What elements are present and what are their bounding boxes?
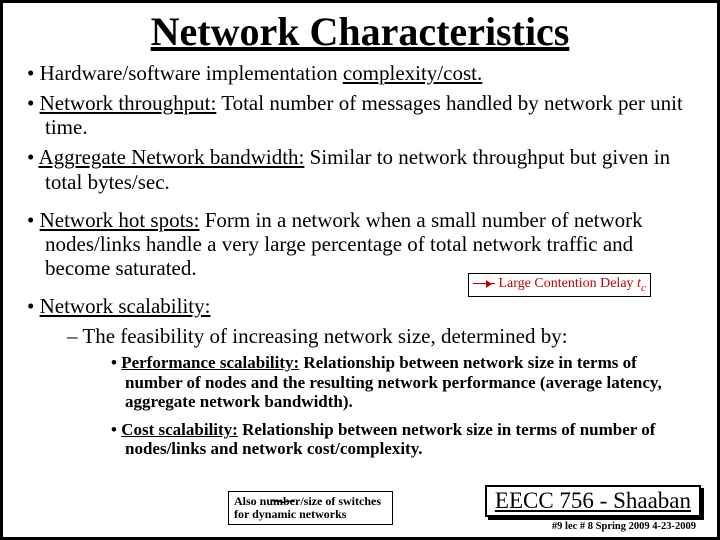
bullet-scalability: Network scalability: xyxy=(45,294,697,318)
contention-annotation: Large Contention Delay tc xyxy=(468,273,651,297)
slide-title: Network Characteristics xyxy=(23,8,697,55)
slide: Network Characteristics Hardware/softwar… xyxy=(0,0,720,540)
bullet-throughput: Network throughput: Total number of mess… xyxy=(45,91,697,139)
footer-meta: #9 lec # 8 Spring 2009 4-23-2009 xyxy=(552,521,696,532)
sub-perf-scalability: Performance scalability: Relationship be… xyxy=(125,353,697,412)
annot-sub: c xyxy=(641,282,646,294)
underline: Aggregate Network bandwidth: xyxy=(38,145,304,169)
underline: Performance scalability: xyxy=(121,353,299,372)
underline: Network hot spots: xyxy=(40,208,200,232)
sub-feasibility: The feasibility of increasing network si… xyxy=(85,324,697,349)
bullet-bandwidth: Aggregate Network bandwidth: Similar to … xyxy=(45,145,697,193)
bullet-complexity: Hardware/software implementation complex… xyxy=(45,61,697,85)
sub-cost-scalability: Cost scalability: Relationship between n… xyxy=(125,420,697,459)
text: Hardware/software implementation xyxy=(40,61,343,85)
footer-course: EECC 756 - Shaaban xyxy=(485,485,701,517)
note-switches: Also number/size of switches for dynamic… xyxy=(228,491,393,525)
annot-label: Large Contention Delay xyxy=(499,276,638,291)
underline: Network throughput: xyxy=(40,91,217,115)
bullet-hotspots: Network hot spots: Form in a network whe… xyxy=(45,208,697,280)
underline: Network scalability: xyxy=(40,294,211,318)
underline: complexity/cost. xyxy=(343,61,482,85)
arrow-icon xyxy=(473,283,495,284)
underline: Cost scalability: xyxy=(121,420,238,439)
